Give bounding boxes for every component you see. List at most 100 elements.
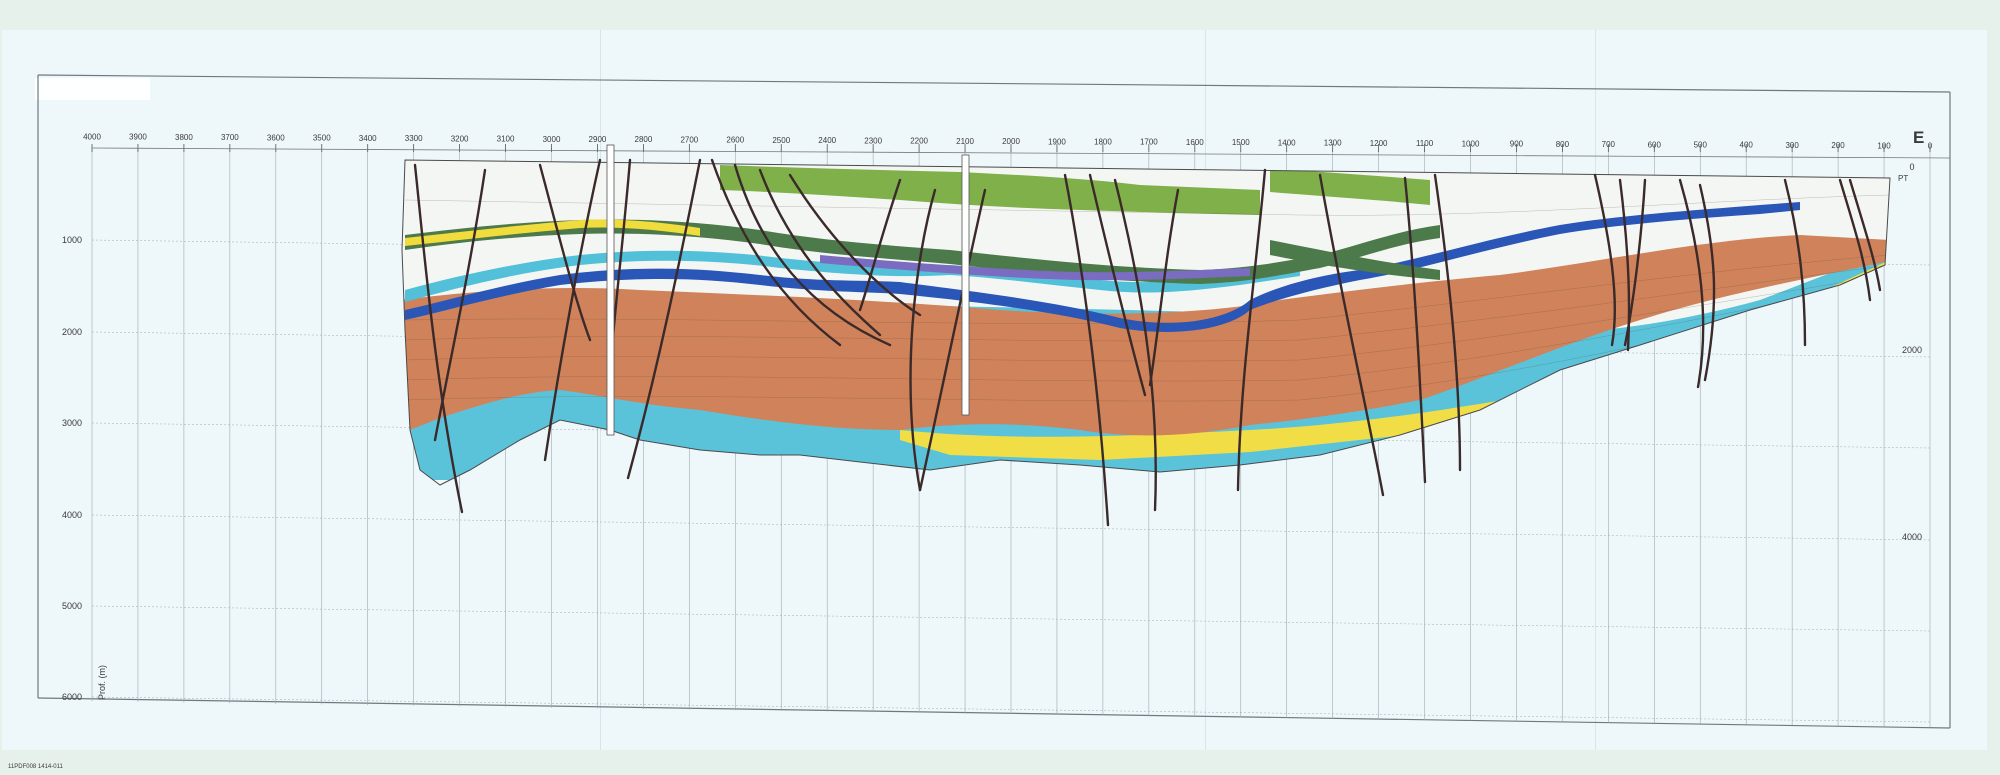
fault <box>1148 188 1180 387</box>
fault <box>1403 176 1427 484</box>
fault <box>1618 178 1631 352</box>
shotpoint-label: 900 <box>1510 140 1524 149</box>
shotpoint-label: 1200 <box>1370 139 1388 148</box>
fault <box>1593 173 1616 347</box>
shotpoint-label: 2800 <box>635 135 653 144</box>
well-log-central <box>961 154 970 416</box>
shotpoint-label: 2300 <box>864 136 882 145</box>
shotpoint-label: 3300 <box>405 134 423 143</box>
shotpoint-label: 3800 <box>175 133 193 142</box>
fault <box>543 158 602 462</box>
shotpoint-label: 2000 <box>1002 137 1020 146</box>
purple-bed <box>820 255 1250 281</box>
fault <box>1783 178 1807 347</box>
section-outline <box>401 159 1891 486</box>
shotpoint-label: 1900 <box>1048 137 1066 146</box>
left-depth-label: 4000 <box>62 510 82 520</box>
well-logs <box>606 144 970 436</box>
left-depth-labels: 1000 2000 3000 4000 5000 6000 <box>62 235 82 702</box>
direction-label: E <box>1913 128 1924 147</box>
shotpoint-label: 3500 <box>313 134 331 143</box>
shotpoint-label: 300 <box>1785 141 1799 150</box>
shotpoint-label: 3600 <box>267 133 285 142</box>
shotpoint-label: 2600 <box>726 136 744 145</box>
shotpoint-label: 1500 <box>1232 138 1250 147</box>
fault <box>758 168 882 337</box>
fault <box>1838 178 1872 302</box>
shotpoint-label: 3200 <box>451 134 469 143</box>
shotpoint-ticks <box>91 144 1951 159</box>
shotpoint-axis <box>91 147 1951 159</box>
shotpoint-label: 2700 <box>680 135 698 144</box>
fault <box>1236 168 1267 492</box>
well-log-west <box>606 144 615 436</box>
left-depth-label: 3000 <box>62 418 82 428</box>
fault <box>858 178 902 312</box>
fault <box>918 188 987 492</box>
left-depth-axis-label: Prof. (m) <box>97 665 107 700</box>
fault <box>538 163 592 342</box>
fault <box>710 158 842 347</box>
masked-label <box>35 78 150 100</box>
shotpoint-label: 1600 <box>1186 138 1204 147</box>
shotpoint-label: 1800 <box>1094 138 1112 147</box>
fault <box>1433 173 1462 472</box>
fault <box>909 188 937 492</box>
shotpoint-label: 3900 <box>129 133 147 142</box>
upper-yellow-bed <box>405 219 700 246</box>
fault <box>1063 173 1110 527</box>
fault <box>413 163 464 514</box>
shotpoint-label: 600 <box>1648 140 1662 149</box>
shotpoint-label: 100 <box>1877 141 1891 150</box>
right-depth-labels: 0 2000 4000 <box>1902 162 1922 542</box>
dark-green-bed <box>405 219 1440 284</box>
fault <box>1698 183 1716 382</box>
blue-marker-bed <box>405 202 1800 332</box>
shotpoint-label: 3100 <box>497 135 515 144</box>
shotpoint-label: 2500 <box>772 136 790 145</box>
frame-bottom <box>37 697 1951 729</box>
frame-top <box>37 74 1951 93</box>
shotpoint-label: 200 <box>1831 141 1845 150</box>
shotpoint-label: 1400 <box>1278 138 1296 147</box>
right-axis-code: PT <box>1898 174 1908 183</box>
shotpoint-label: 700 <box>1602 140 1616 149</box>
fault <box>1113 178 1157 512</box>
shotpoint-label: 2400 <box>818 136 836 145</box>
shotpoint-labels: 4000 3900 3800 3700 3600 3500 3400 3300 3200 3100… <box>83 132 1933 150</box>
shotpoint-label: 1100 <box>1416 139 1434 148</box>
right-depth-label: 0 <box>1909 162 1914 172</box>
shotpoint-label: 3400 <box>359 134 377 143</box>
shotpoint-label: 800 <box>1556 140 1570 149</box>
fault <box>626 158 702 480</box>
right-depth-label: 4000 <box>1902 532 1922 542</box>
shotpoint-label: 400 <box>1740 141 1754 150</box>
shotpoint-label: 1000 <box>1462 139 1480 148</box>
shotpoint-label: 2900 <box>589 135 607 144</box>
shotpoint-label: 2100 <box>956 137 974 146</box>
right-depth-label: 2000 <box>1902 345 1922 355</box>
left-depth-label: 6000 <box>62 692 82 702</box>
fault <box>733 163 892 347</box>
shotpoint-label: 1300 <box>1324 139 1342 148</box>
shotpoint-label: 3700 <box>221 133 239 142</box>
shotpoint-label: 1700 <box>1140 138 1158 147</box>
fault <box>788 173 922 317</box>
fault <box>1318 173 1385 497</box>
green-top-bed <box>720 165 1260 215</box>
left-depth-label: 2000 <box>62 327 82 337</box>
fault <box>1623 178 1647 347</box>
fault <box>1678 178 1705 389</box>
fault <box>433 168 487 442</box>
shotpoint-label: 0 <box>1928 142 1933 151</box>
fault <box>1848 178 1882 292</box>
shotpoint-label: 4000 <box>83 132 101 141</box>
faults <box>413 158 1882 527</box>
footer-code: 11PDF008 1414-011 <box>8 764 63 770</box>
left-depth-label: 1000 <box>62 235 82 245</box>
shotpoint-label: 2200 <box>910 137 928 146</box>
left-depth-label: 5000 <box>62 601 82 611</box>
shotpoint-label: 500 <box>1694 141 1708 150</box>
